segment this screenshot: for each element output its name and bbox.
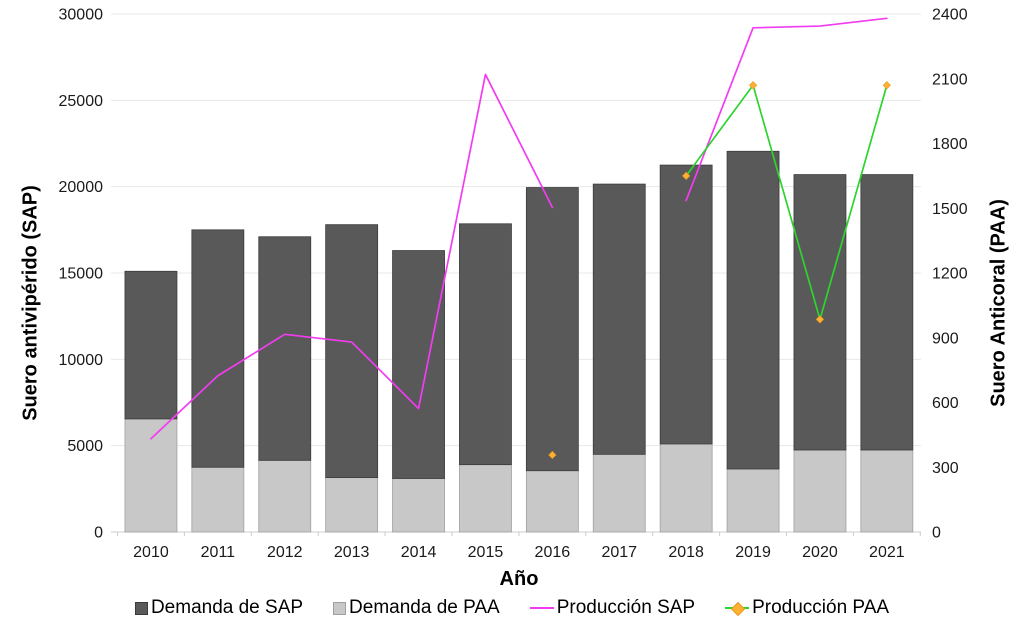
x-tick-label: 2010 bbox=[133, 544, 169, 561]
bar-demanda-paa bbox=[592, 453, 646, 533]
y-left-tick-label: 5000 bbox=[67, 438, 103, 455]
bar-demanda-sap bbox=[525, 187, 579, 472]
legend-item-demanda-sap: Demanda de SAP bbox=[134, 597, 304, 619]
y-left-tick-label: 0 bbox=[94, 525, 103, 542]
legend-label: Demanda de PAA bbox=[349, 597, 500, 618]
bar-demanda-sap bbox=[191, 229, 245, 468]
bar-demanda-sap bbox=[124, 270, 178, 420]
bar-demanda-sap bbox=[392, 250, 445, 479]
bar-demanda-paa bbox=[860, 449, 914, 533]
x-tick-label: 2019 bbox=[735, 544, 771, 561]
bar-demanda-sap bbox=[258, 236, 312, 461]
produccion-paa-marker-icon bbox=[682, 171, 691, 180]
y-right-tick-label: 1200 bbox=[932, 266, 968, 283]
x-tick-label: 2020 bbox=[802, 544, 838, 561]
bar-demanda-sap bbox=[860, 174, 914, 451]
bar-demanda-paa bbox=[258, 459, 312, 533]
x-tick-label: 2017 bbox=[601, 544, 637, 561]
legend: Demanda de SAP Demanda de PAA Producción… bbox=[0, 597, 1024, 619]
legend-label: Producción PAA bbox=[752, 597, 890, 618]
produccion-paa-line-swatch-icon bbox=[725, 601, 750, 617]
produccion-sap-line-swatch-icon bbox=[529, 602, 554, 615]
x-tick-label: 2016 bbox=[535, 544, 571, 561]
legend-label: Producción SAP bbox=[556, 597, 696, 618]
bar-demanda-paa bbox=[525, 470, 579, 533]
legend-item-demanda-paa: Demanda de PAA bbox=[333, 597, 500, 619]
bar-demanda-paa bbox=[459, 464, 512, 533]
bar-demanda-paa bbox=[191, 466, 245, 533]
x-tick-label: 2018 bbox=[668, 544, 704, 561]
bar-demanda-paa bbox=[726, 468, 780, 533]
y-right-tick-label: 1500 bbox=[932, 201, 968, 218]
y-left-tick-label: 20000 bbox=[59, 179, 104, 196]
legend-label: Demanda de SAP bbox=[150, 597, 304, 618]
y-left-tick-label: 15000 bbox=[59, 266, 104, 283]
x-tick-label: 2011 bbox=[201, 544, 236, 561]
line-produccion-sap bbox=[150, 73, 554, 440]
produccion-paa-marker-icon bbox=[882, 81, 891, 90]
bar-demanda-sap bbox=[592, 183, 646, 455]
y-right-tick-label: 300 bbox=[932, 460, 959, 477]
y-right-tick-label: 1800 bbox=[932, 136, 968, 153]
y-right-tick-label: 0 bbox=[932, 525, 941, 542]
bar-demanda-sap bbox=[726, 150, 780, 470]
legend-item-produccion-sap: Producción SAP bbox=[529, 597, 696, 619]
x-tick-label: 2012 bbox=[267, 544, 303, 561]
produccion-paa-marker-icon bbox=[548, 450, 557, 460]
y-right-tick-label: 2100 bbox=[932, 71, 968, 88]
line-produccion-paa bbox=[685, 84, 888, 321]
x-tick-label: 2014 bbox=[401, 544, 437, 561]
y-left-tick-label: 10000 bbox=[59, 352, 104, 369]
x-tick-label: 2015 bbox=[468, 544, 504, 561]
y-right-tick-label: 600 bbox=[932, 395, 959, 412]
y-left-tick-label: 30000 bbox=[59, 7, 104, 24]
demanda-sap-swatch-icon bbox=[134, 601, 148, 615]
bar-demanda-sap bbox=[325, 224, 379, 479]
legend-item-produccion-paa: Producción PAA bbox=[725, 597, 889, 619]
y-right-tick-label: 900 bbox=[932, 330, 959, 347]
y-right-tick-label: 2400 bbox=[932, 7, 968, 24]
x-tick-label: 2021 bbox=[869, 544, 905, 561]
bar-demanda-sap bbox=[793, 174, 847, 451]
bar-demanda-sap bbox=[459, 223, 512, 466]
bar-demanda-paa bbox=[793, 449, 847, 533]
bar-demanda-paa bbox=[659, 443, 713, 533]
produccion-paa-marker-icon bbox=[815, 315, 825, 324]
x-axis-title: Año bbox=[499, 568, 539, 590]
x-tick-label: 2013 bbox=[334, 544, 370, 561]
bar-demanda-paa bbox=[325, 477, 379, 533]
bar-demanda-sap bbox=[659, 164, 713, 445]
y-left-tick-label: 25000 bbox=[59, 93, 104, 110]
bar-demanda-paa bbox=[392, 478, 445, 533]
line-produccion-sap bbox=[685, 17, 888, 202]
demanda-paa-swatch-icon bbox=[333, 601, 347, 615]
bar-demanda-paa bbox=[124, 418, 178, 533]
produccion-paa-marker-icon bbox=[748, 81, 758, 90]
